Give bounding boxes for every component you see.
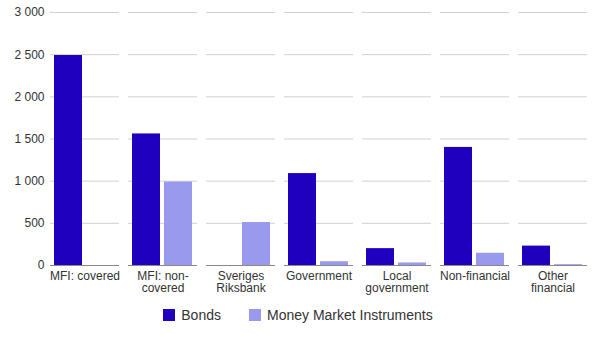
svg-text:0: 0 <box>38 258 45 272</box>
svg-text:MFI: non-covered: MFI: non-covered <box>137 269 188 295</box>
html-text:Bonds: Bonds <box>181 307 221 323</box>
svg-text:1 500: 1 500 <box>14 132 44 146</box>
svg-text:SverigesRiksbank: SverigesRiksbank <box>216 269 266 295</box>
svg-text:Non-financial: Non-financial <box>440 269 510 283</box>
svg-text:Localgovernment: Localgovernment <box>365 269 429 295</box>
svg-text:2 500: 2 500 <box>14 48 44 62</box>
svg-text:1 000: 1 000 <box>14 174 44 188</box>
svg-text:2 000: 2 000 <box>14 90 44 104</box>
svg-text:3 000: 3 000 <box>14 5 44 19</box>
svg-text:500: 500 <box>24 216 44 230</box>
svg-text:Government: Government <box>286 269 353 283</box>
svg-text:Otherfinancial: Otherfinancial <box>531 269 575 295</box>
svg-text:MFI: covered: MFI: covered <box>50 269 120 283</box>
html-text:Money Market Instruments: Money Market Instruments <box>267 307 433 323</box>
